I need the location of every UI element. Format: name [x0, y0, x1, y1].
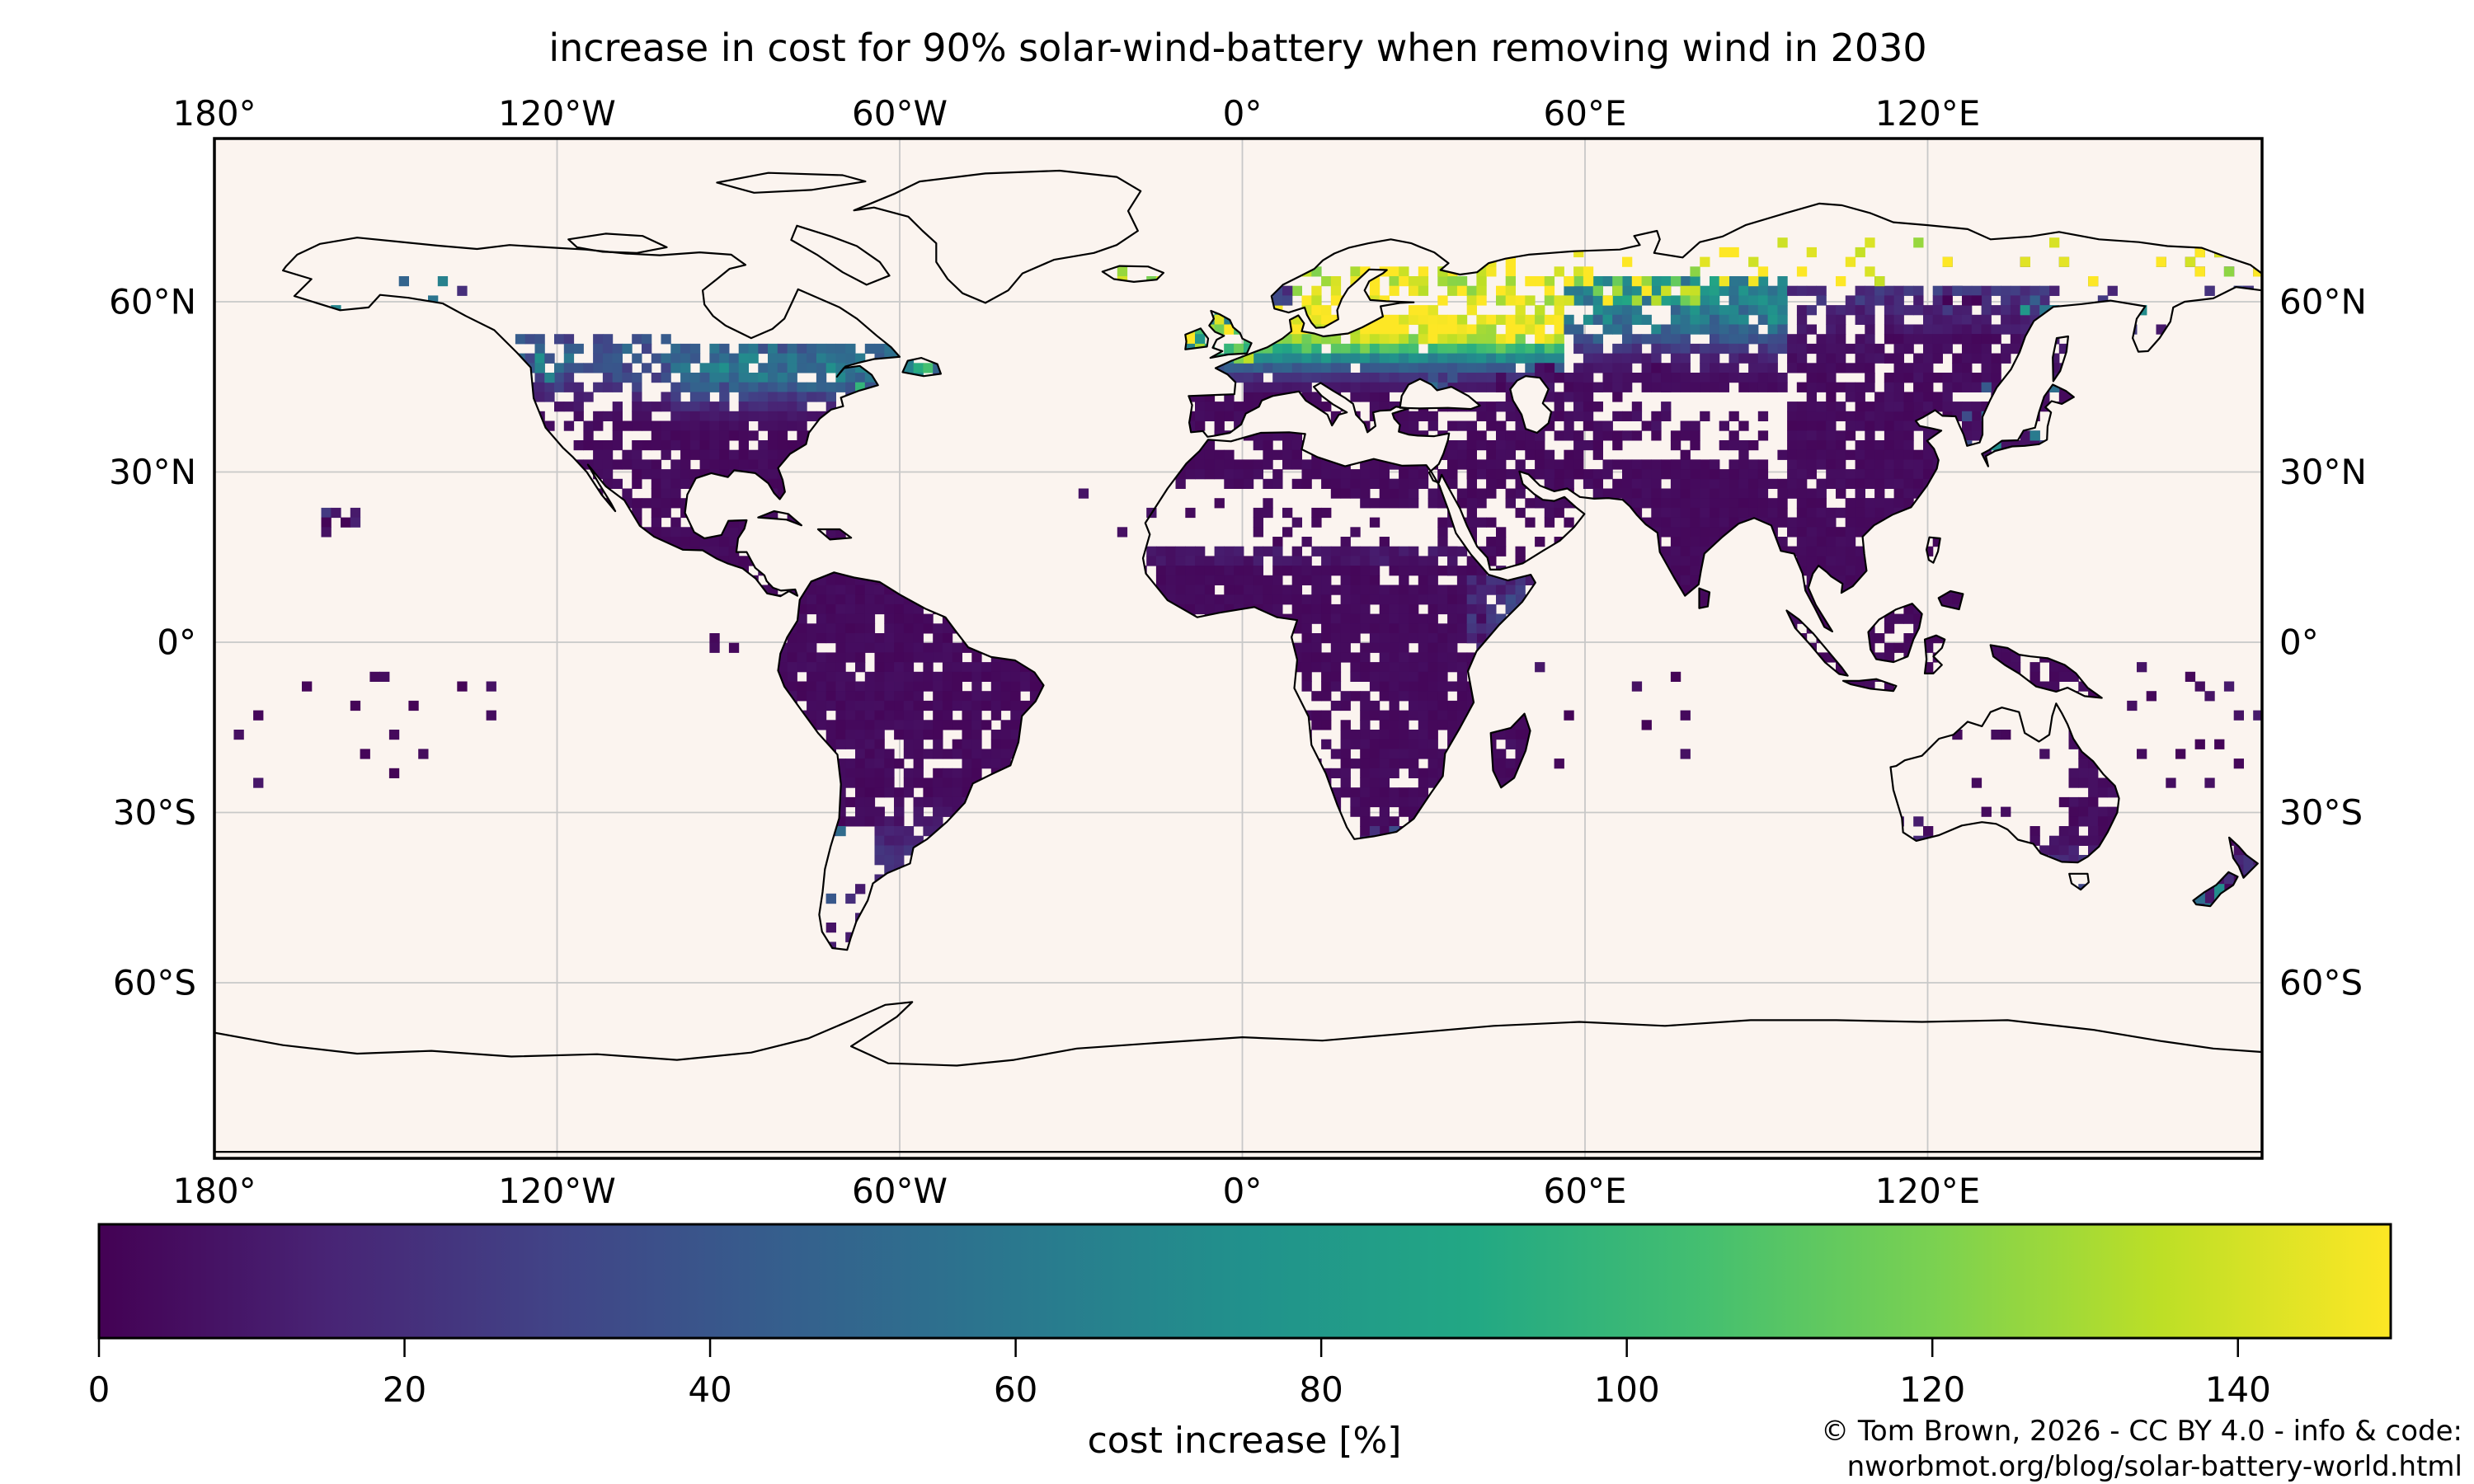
coastline-victoria — [567, 232, 668, 254]
coastline-eurasia — [1188, 202, 2262, 632]
lat-tick-right: 0° — [2279, 622, 2319, 662]
colorbar: 0 20 40 60 80 100 120 140 cost increase [%] — [88, 1223, 2392, 1462]
lon-tick-bottom: 120°E — [1875, 1171, 1981, 1211]
coastline-ellesmere — [716, 171, 867, 194]
coastline-java — [1841, 678, 1898, 693]
coastline-sulawesi — [1923, 634, 1946, 674]
coastline-cuba — [757, 510, 802, 527]
coastline-uk — [1208, 309, 1253, 359]
coastline-newguinea — [1989, 644, 2103, 699]
axis-tick-labels: 180° 180° 120°W 120°W 60°W 60°W 0° 0° 60°E 60°E 12… — [109, 93, 2367, 1211]
colorbar-tick-label: 0 — [88, 1369, 111, 1410]
coastline-srilanka — [1698, 587, 1711, 609]
coastline-sumatra — [1785, 609, 1849, 677]
lat-tick-left: 30°S — [113, 792, 196, 833]
lat-tick-right: 60°S — [2279, 962, 2363, 1003]
lat-tick-left: 0° — [157, 622, 196, 662]
lon-tick-top: 60°E — [1544, 93, 1627, 134]
lat-tick-left: 30°N — [109, 452, 196, 492]
attribution: © Tom Brown, 2026 - CC BY 4.0 - info & c… — [1821, 1415, 2462, 1483]
coastline-northamerica — [282, 237, 901, 598]
map-axes-border — [213, 137, 2264, 1160]
coastline-sakhalin — [2052, 335, 2069, 383]
coastline-greenland — [853, 169, 1142, 304]
coastline-borneo — [1867, 603, 1923, 664]
coastline-japan — [1981, 383, 2075, 467]
lat-tick-right: 60°N — [2279, 282, 2367, 322]
lat-tick-left: 60°N — [109, 282, 196, 322]
coastline-antarctica — [214, 1001, 2262, 1153]
lat-tick-left: 60°S — [113, 962, 196, 1003]
lon-tick-top: 0° — [1223, 93, 1263, 134]
lon-tick-bottom: 180° — [172, 1171, 256, 1211]
lon-tick-bottom: 0° — [1223, 1171, 1263, 1211]
lon-tick-top: 180° — [172, 93, 256, 134]
colorbar-tick-label: 120 — [1899, 1369, 1965, 1410]
colorbar-ticks: 0 20 40 60 80 100 120 140 — [88, 1338, 2271, 1410]
chart-title: increase in cost for 90% solar-wind-batt… — [548, 26, 1926, 70]
colorbar-tick-label: 60 — [994, 1369, 1037, 1410]
coastline-ireland — [1184, 327, 1210, 350]
colorbar-tick-label: 40 — [688, 1369, 731, 1410]
coastline-africa — [1141, 431, 1536, 840]
coastline-iceland — [1101, 265, 1164, 283]
lat-tick-right: 30°S — [2279, 792, 2363, 833]
coastline-australia — [1889, 702, 2120, 864]
colorbar-gradient-bar — [97, 1223, 2392, 1340]
coastline-mindanao — [1937, 589, 1964, 611]
colorbar-tick-label: 100 — [1594, 1369, 1660, 1410]
colorbar-tick-label: 20 — [383, 1369, 426, 1410]
lon-tick-top: 60°W — [852, 93, 948, 134]
lon-tick-bottom: 60°W — [852, 1171, 948, 1211]
coastline-nz_south — [2192, 871, 2239, 908]
coastline-tasmania — [2068, 872, 2090, 891]
lon-tick-top: 120°E — [1875, 93, 1981, 134]
attribution-line-1: © Tom Brown, 2026 - CC BY 4.0 - info & c… — [1821, 1415, 2462, 1448]
coastline-newfoundland — [901, 357, 942, 378]
colorbar-tick-label: 140 — [2205, 1369, 2271, 1410]
lon-tick-top: 120°W — [498, 93, 616, 134]
attribution-line-2: nworbmot.org/blog/solar-battery-world.ht… — [1847, 1450, 2462, 1483]
colorbar-axis-label: cost increase [%] — [1088, 1420, 1402, 1462]
coastline-southamerica — [777, 571, 1045, 951]
lon-tick-bottom: 60°E — [1544, 1171, 1627, 1211]
colorbar-tick-label: 80 — [1299, 1369, 1343, 1410]
island-data-cells-layer — [233, 488, 2262, 788]
coastline-luzon — [1926, 536, 1941, 564]
coastline-nz_north — [2228, 836, 2259, 879]
coastline-madagascar — [1489, 712, 1531, 789]
coastline-hispaniola — [816, 528, 853, 541]
lakes-layer — [1399, 375, 1553, 434]
coastlines-layer — [214, 169, 2262, 1153]
lake-caspian — [1509, 375, 1553, 434]
lat-tick-right: 30°N — [2279, 452, 2367, 492]
lon-tick-bottom: 120°W — [498, 1171, 616, 1211]
lake-blacksea — [1399, 378, 1481, 411]
coastline-baffin — [790, 224, 891, 286]
